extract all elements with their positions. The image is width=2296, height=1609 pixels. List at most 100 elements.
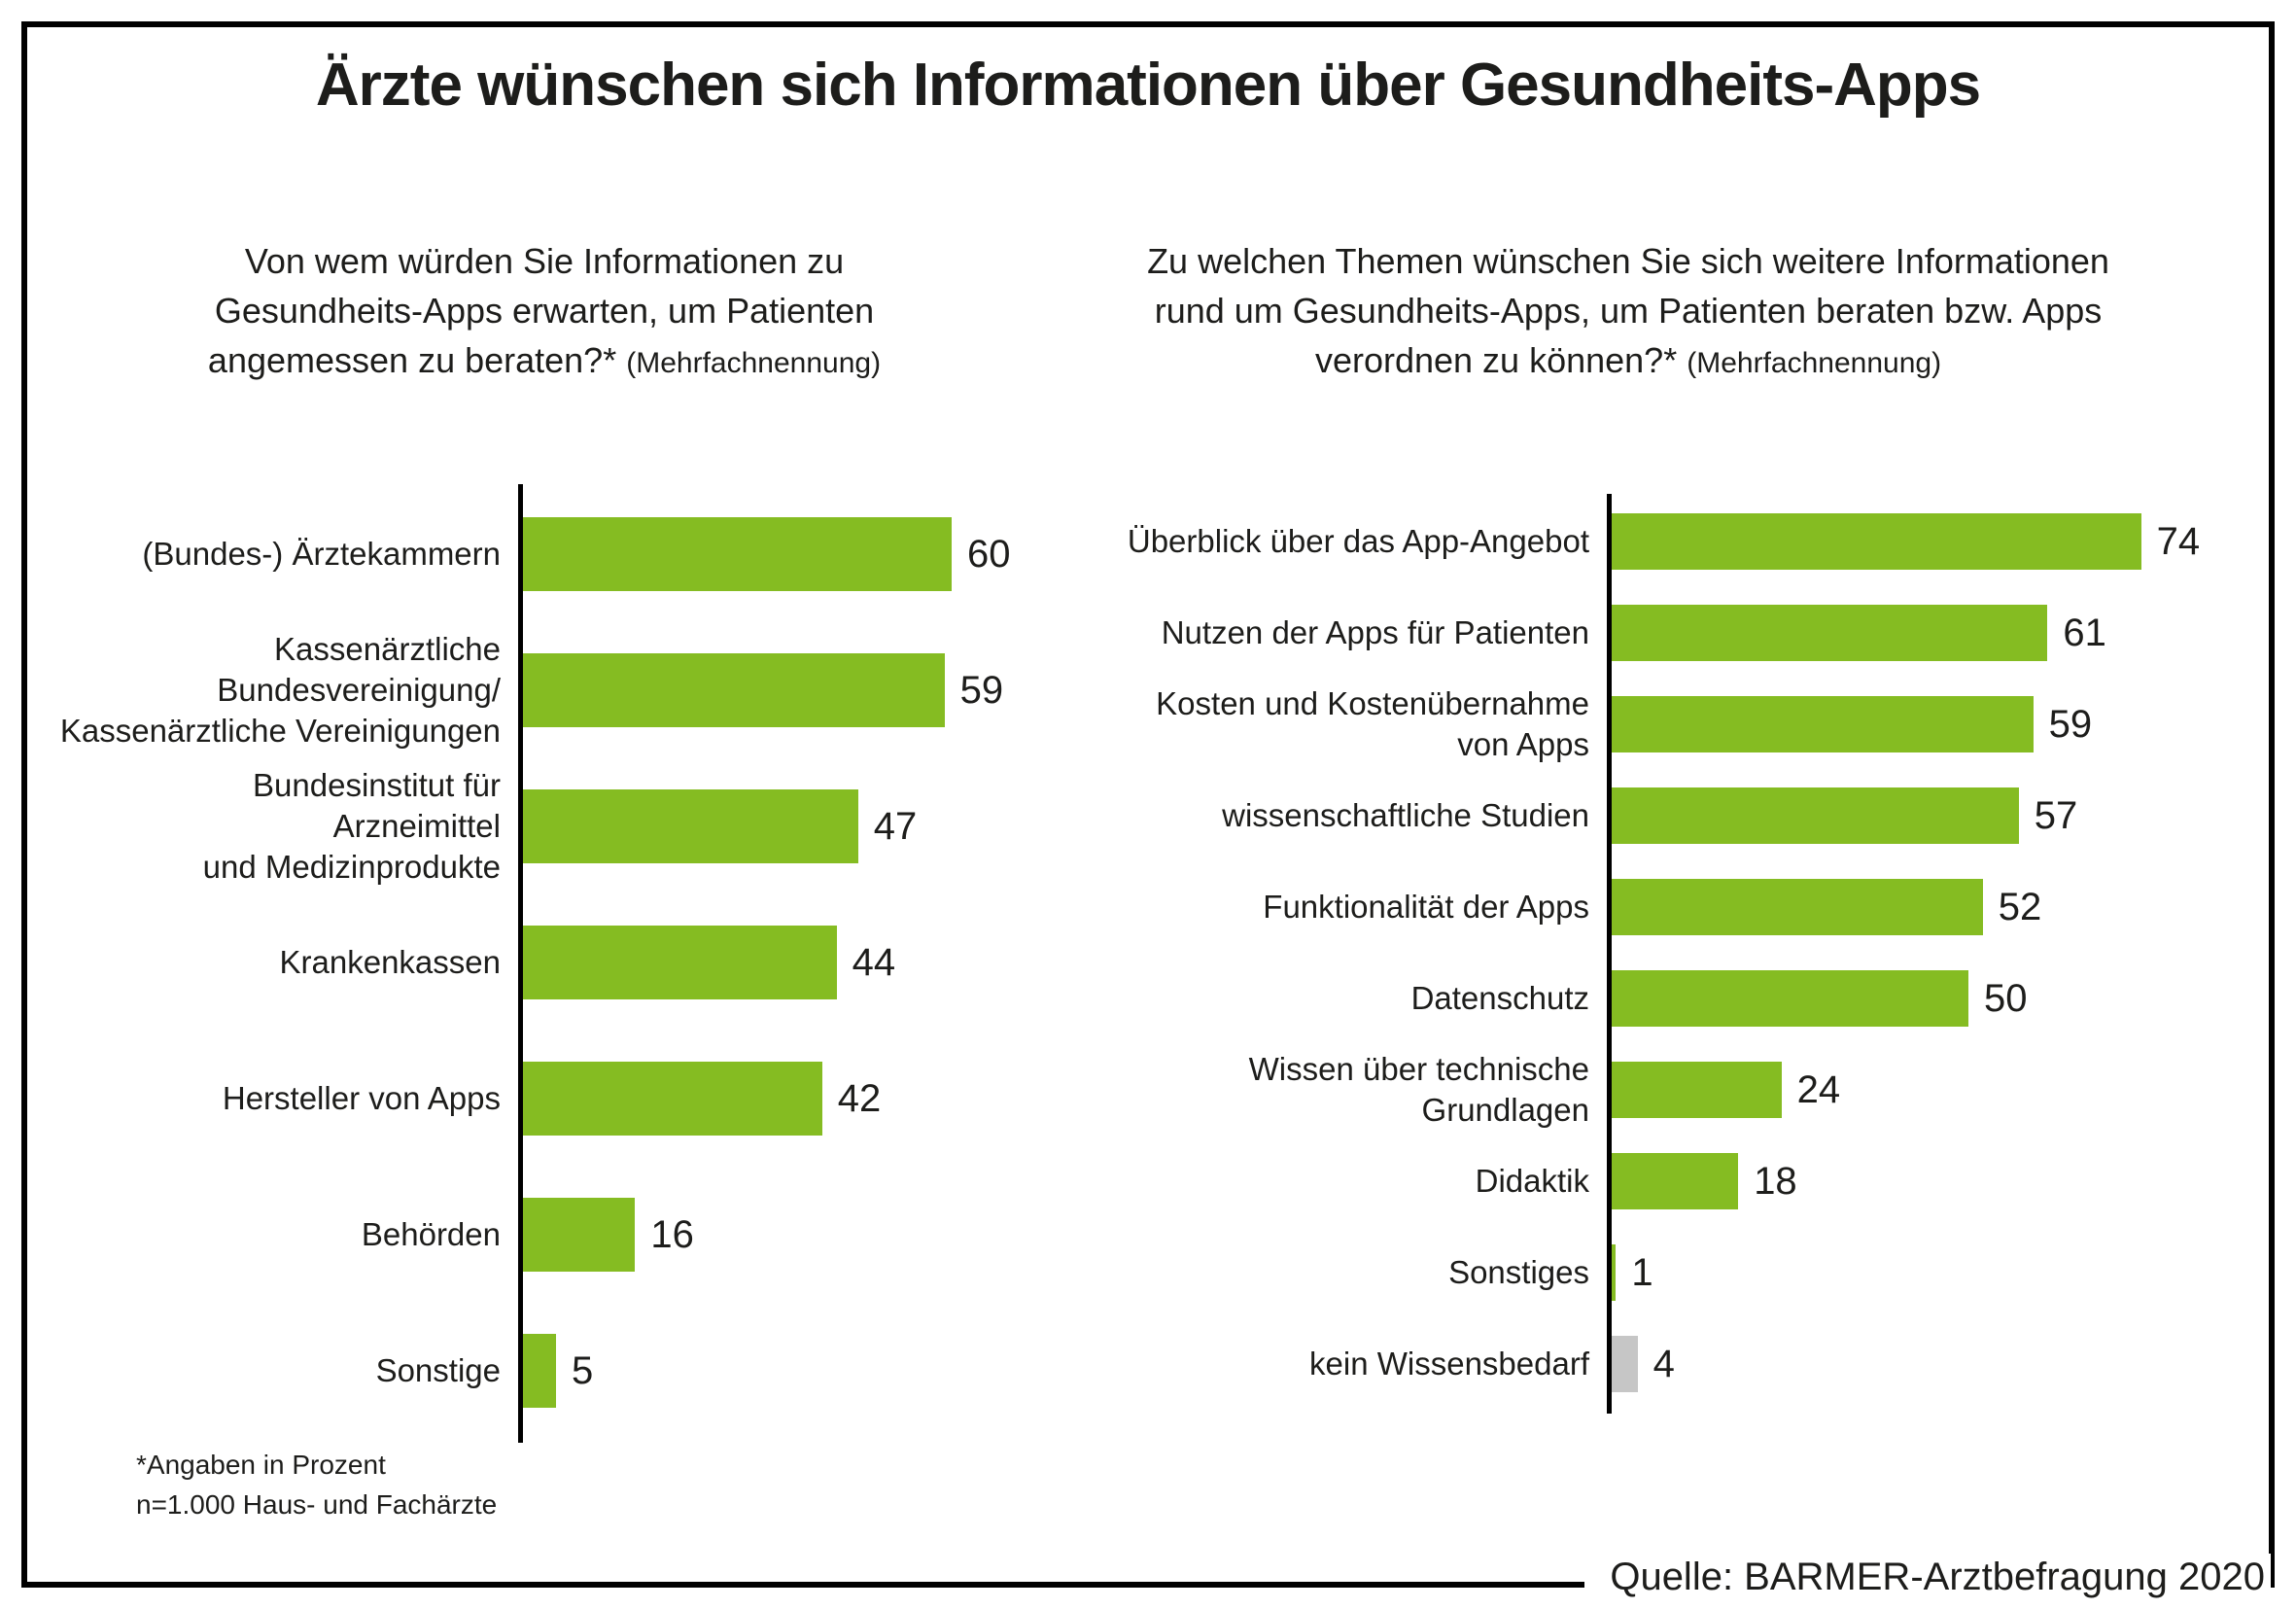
bar-area: 47 [520,789,1055,863]
chart-row: Kassenärztliche Bundesvereinigung/ Kasse… [44,622,1055,758]
value-bar [1609,1153,1739,1209]
value-bar [520,1062,822,1136]
category-label: Kosten und Kostenübernahme von Apps [1156,685,1589,762]
value-bar [520,1334,556,1408]
footnote-sample-size: n=1.000 Haus- und Fachärzte [136,1488,498,1520]
category-label: Überblick über das App-Angebot [1127,523,1589,560]
left-chart-question: Von wem würden Sie Informationen zu Gesu… [97,236,991,385]
value-label: 50 [1984,976,2028,1020]
category-label: Nutzen der Apps für Patienten [1161,614,1589,651]
bar-area: 16 [520,1198,1055,1272]
category-label: Datenschutz [1410,980,1589,1017]
page-title: Ärzte wünschen sich Informationen über G… [315,52,1981,119]
value-label: 61 [2063,611,2106,654]
bar-area: 1 [1609,1244,2231,1301]
value-label: 24 [1796,1067,1841,1111]
left-chart-rows: (Bundes-) Ärztekammern 60 Kassenärztliche … [44,486,1055,1439]
category-label: Didaktik [1475,1163,1589,1200]
bar-area: 59 [1609,696,2231,752]
value-label: 5 [572,1348,594,1392]
chart-row: Bundesinstitut für Arzneimittel und Medi… [44,758,1055,894]
category-label: Wissen über technische Grundlagen [1248,1051,1589,1128]
value-bar [1609,787,2019,844]
category-label: Behörden [361,1216,501,1253]
value-bar [520,926,837,999]
value-label: 44 [852,940,896,984]
category-label: Funktionalität der Apps [1263,889,1589,926]
bar-area: 52 [1609,879,2231,935]
value-label: 16 [650,1212,694,1256]
bar-chart-information-topics: Überblick über das App-Angebot 74 Nutzen d… [1069,494,2231,1414]
bar-area: 60 [520,517,1055,591]
chart-row: Krankenkassen 44 [44,894,1055,1031]
chart-row: Funktionalität der Apps 52 [1069,861,2231,953]
right-chart-axis [1607,494,1612,1414]
value-label: 18 [1754,1159,1797,1203]
value-label: 42 [837,1076,882,1120]
chart-row: Datenschutz 50 [1069,953,2231,1044]
value-label: 57 [2034,793,2078,837]
footnotes: *Angaben in Prozent n=1.000 Haus- und Fa… [136,1446,497,1524]
value-label: 60 [967,532,1011,576]
value-bar [1609,1336,1638,1392]
bar-area: 4 [1609,1336,2231,1392]
chart-row: Nutzen der Apps für Patienten 61 [1069,587,2231,679]
value-label: 47 [873,804,918,848]
chart-row: (Bundes-) Ärztekammern 60 [44,486,1055,622]
chart-row: Kosten und Kostenübernahme von Apps 59 [1069,679,2231,770]
left-chart-axis [518,484,523,1443]
value-bar [520,653,945,727]
bar-area: 74 [1609,513,2231,570]
value-label: 59 [2048,702,2093,746]
value-label: 1 [1631,1250,1653,1294]
value-bar [1609,1062,1782,1118]
value-bar [1609,696,2034,752]
chart-row: Behörden 16 [44,1167,1055,1303]
right-chart-question: Zu welchen Themen wünschen Sie sich weit… [1040,236,2216,385]
chart-row: Sonstiges 1 [1069,1227,2231,1318]
bar-chart-information-sources: (Bundes-) Ärztekammern 60 Kassenärztliche … [44,484,1055,1443]
category-label: wissenschaftliche Studien [1222,797,1589,834]
chart-row: kein Wissensbedarf 4 [1069,1318,2231,1410]
left-question-note: (Mehrfachnennung) [626,347,882,380]
bar-area: 57 [1609,787,2231,844]
chart-row: Wissen über technische Grundlagen 24 [1069,1044,2231,1136]
category-label: Kassenärztliche Bundesvereinigung/ Kasse… [59,631,501,749]
right-question-text: Zu welchen Themen wünschen Sie sich weit… [1147,241,2109,381]
chart-row: Hersteller von Apps 42 [44,1031,1055,1167]
bar-area: 61 [1609,605,2231,661]
source-credit: Quelle: BARMER-Arztbefragung 2020 [1584,1554,2271,1601]
value-label: 52 [1998,885,2042,928]
chart-row: Überblick über das App-Angebot 74 [1069,496,2231,587]
value-bar [1609,513,2141,570]
bar-area: 50 [1609,970,2231,1027]
category-label: Bundesinstitut für Arzneimittel und Medi… [202,767,501,885]
bar-area: 24 [1609,1062,2231,1118]
chart-row: Sonstige 5 [44,1303,1055,1439]
bar-area: 44 [520,926,1055,999]
value-bar [520,517,952,591]
bar-area: 59 [520,653,1055,727]
value-label: 4 [1652,1342,1675,1385]
chart-row: Didaktik 18 [1069,1136,2231,1227]
value-bar [1609,970,1968,1027]
bar-area: 42 [520,1062,1055,1136]
right-chart-rows: Überblick über das App-Angebot 74 Nutzen d… [1069,496,2231,1410]
value-bar [520,1198,636,1272]
category-label: Sonstige [375,1352,501,1389]
chart-row: wissenschaftliche Studien 57 [1069,770,2231,861]
value-bar [520,789,858,863]
value-label: 74 [2156,519,2201,563]
bar-area: 18 [1609,1153,2231,1209]
value-label: 59 [959,668,1004,712]
category-label: Krankenkassen [279,944,501,981]
footnote-percent: *Angaben in Prozent [136,1450,386,1480]
bar-area: 5 [520,1334,1055,1408]
category-label: Hersteller von Apps [222,1080,501,1117]
category-label: Sonstiges [1448,1254,1589,1291]
category-label: kein Wissensbedarf [1309,1346,1589,1382]
right-question-note: (Mehrfachnennung) [1687,347,1942,380]
value-bar [1609,879,1983,935]
value-bar [1609,605,2048,661]
category-label: (Bundes-) Ärztekammern [142,536,501,573]
